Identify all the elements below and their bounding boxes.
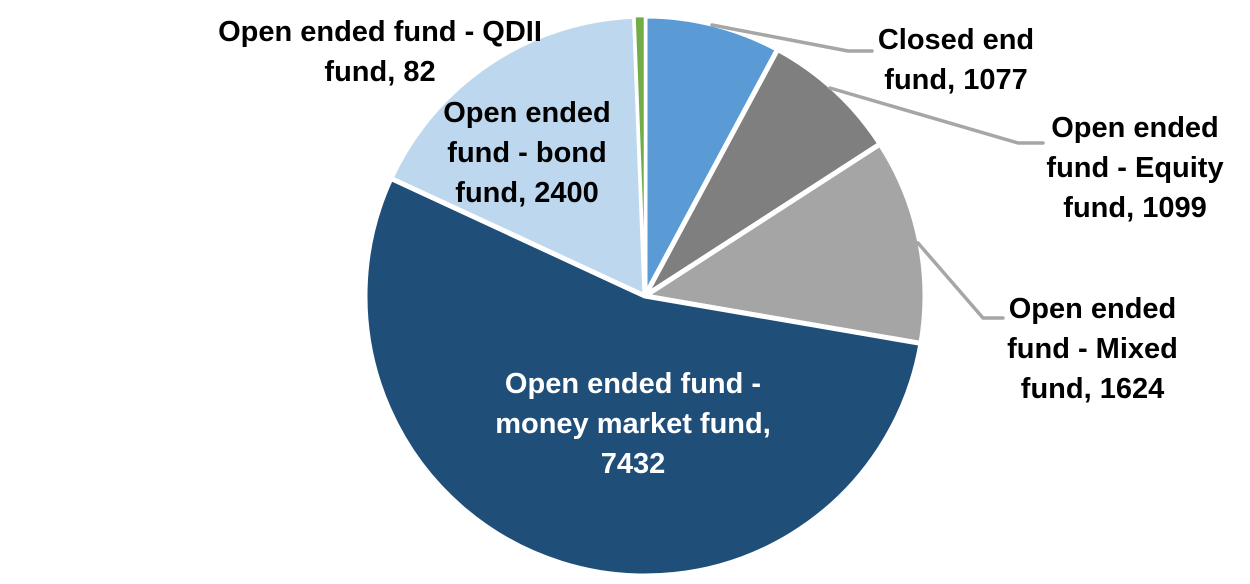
- pie-slice-open-ended-fund-qdii-fund[interactable]: [633, 14, 647, 298]
- pie-slice-open-ended-fund-bond-fund[interactable]: [388, 13, 648, 299]
- leader-line-equity-fund: [828, 86, 1045, 145]
- data-label-mixed-fund: Open ended fund - Mixed fund, 1624: [985, 289, 1200, 409]
- data-label-line: fund - bond: [447, 137, 607, 169]
- data-label-line: Closed end: [877, 24, 1035, 56]
- data-label-line: fund, 1099: [1063, 192, 1207, 224]
- data-label-line: fund, 2400: [455, 177, 599, 209]
- data-label-line: fund, 1624: [1020, 373, 1165, 405]
- data-label-closed-end-fund: Closed end fund, 1077: [856, 20, 1056, 100]
- data-label-line: Open ended fund - QDII: [218, 16, 542, 48]
- pie-slice-open-ended-fund-mixed-fund[interactable]: [642, 141, 928, 346]
- data-label-bond-fund: Open ended fund - bond fund, 2400: [427, 93, 627, 213]
- leader-line-closed-end-fund: [710, 23, 874, 53]
- leader-line-mixed-fund: [916, 241, 1005, 320]
- data-label-line: fund, 82: [324, 56, 436, 88]
- data-label-line: fund - Equity: [1046, 152, 1224, 184]
- data-label-line: money market fund,: [495, 408, 771, 440]
- data-label-line: Open ended fund -: [504, 368, 762, 400]
- pie-slice-open-ended-fund-money-market-fund[interactable]: [362, 175, 924, 579]
- data-label-line: Open ended: [443, 97, 611, 129]
- data-label-line: 7432: [600, 448, 666, 480]
- data-label-qdii-fund: Open ended fund - QDII fund, 82: [215, 12, 545, 92]
- data-label-money-market-fund: Open ended fund - money market fund, 743…: [483, 364, 783, 484]
- data-label-line: Open ended: [1051, 112, 1219, 144]
- data-label-line: fund, 1077: [884, 64, 1028, 96]
- data-label-line: Open ended: [1008, 293, 1177, 325]
- data-label-equity-fund: Open ended fund - Equity fund, 1099: [1030, 108, 1240, 228]
- data-label-line: fund - Mixed: [1007, 333, 1178, 365]
